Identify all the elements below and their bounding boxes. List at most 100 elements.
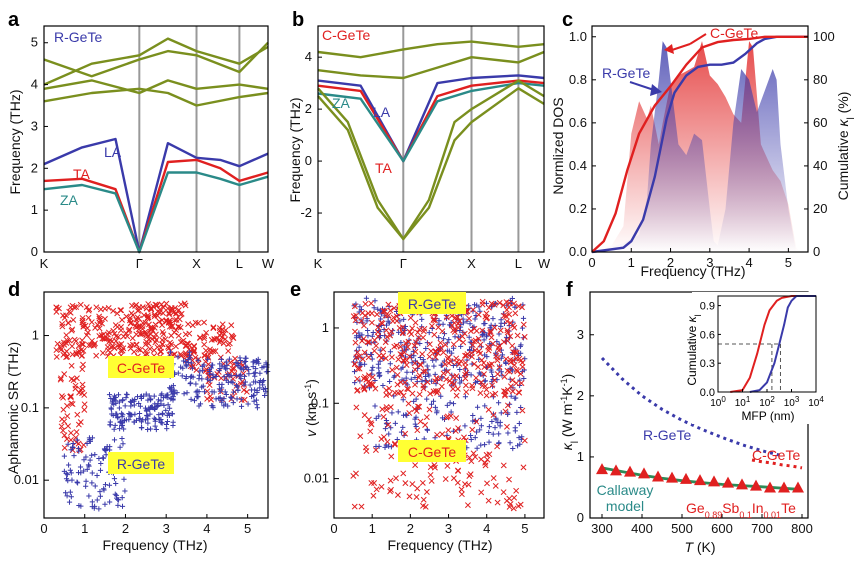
panel-e-point: [403, 357, 410, 364]
panel-d-point: [102, 482, 109, 488]
panel-d-point: [116, 399, 123, 405]
panel-e-point: [352, 379, 358, 386]
panel-d-point: [61, 314, 68, 321]
panel-e-point: [461, 434, 467, 441]
panel-d-point: [204, 388, 211, 395]
panel-d-point: [118, 307, 125, 314]
panel-e-point: [427, 471, 434, 478]
panel-d-point: [207, 378, 213, 384]
panel-d-point: [241, 396, 248, 403]
panel-e-point: [368, 352, 375, 358]
panel-e-point: [439, 415, 446, 421]
panel-e-point: [517, 343, 523, 350]
panel-d-point: [112, 491, 118, 497]
panel-e-point: [497, 423, 503, 429]
panel-e-point: [406, 353, 413, 360]
panel-f-ytick-2: 2: [577, 388, 584, 403]
panel-d-point: [241, 373, 248, 379]
panel-d-point: [71, 453, 77, 459]
panel-d-point: [113, 480, 119, 487]
panel-d-point: [240, 366, 246, 373]
panel-d-point: [110, 412, 116, 419]
panel-e-point: [388, 425, 394, 431]
panel-e-point: [389, 318, 396, 325]
panel-d-point: [128, 310, 135, 317]
panel-e-point: [414, 329, 421, 336]
panel-d-point: [66, 308, 73, 315]
panel-d-point: [223, 391, 229, 398]
panel-e-point: [496, 342, 503, 349]
panel-d-point: [80, 347, 87, 354]
panel-d-point: [180, 358, 187, 364]
panel-e-point: [499, 352, 506, 358]
panel-d-point: [53, 353, 60, 360]
panel-e-point: [435, 324, 442, 331]
panel-d-point: [116, 405, 123, 411]
panel-d-point: [64, 413, 71, 420]
panel-e-point: [483, 451, 490, 458]
panel-e-point: [474, 404, 481, 410]
panel-b-ytick-1: 0: [305, 153, 312, 168]
panel-e-point: [353, 404, 360, 411]
panel-e-point: [444, 463, 451, 469]
panel-e-point: [412, 319, 419, 326]
panel-d-point: [57, 344, 64, 351]
panel-e-point: [378, 319, 385, 326]
panel-e-point: [365, 354, 372, 361]
panel-e-point: [506, 311, 513, 318]
panel-e-point: [464, 502, 471, 509]
panel-b: b -2 0 2 4 K Γ X L W C-GeTe ZA LA TA Frequency (…: [287, 9, 551, 271]
panel-e-point: [475, 311, 482, 318]
panel-c-y2tick-3: 60: [813, 115, 827, 130]
panel-d-point: [152, 321, 159, 328]
panel-e-point: [412, 416, 418, 422]
panel-e-point: [384, 333, 391, 340]
panel-e-point: [361, 361, 368, 367]
panel-e-point: [454, 385, 461, 392]
panel-f-callaway-label-2: model: [606, 498, 644, 514]
panel-d-point: [120, 412, 126, 418]
panel-e-point: [380, 308, 387, 314]
panel-d-point: [235, 384, 241, 390]
panel-d-point: [143, 407, 149, 413]
panel-d-point: [70, 440, 76, 447]
inset-curve-red: [730, 295, 816, 393]
panel-c-rgete-arrowhead: [650, 84, 662, 96]
panel-e-point: [354, 349, 361, 356]
panel-d-point: [159, 337, 166, 343]
panel-e-point: [374, 329, 381, 336]
panel-d-ytick-2: 1: [32, 328, 39, 343]
panel-d-point: [169, 411, 175, 417]
panel-d-point: [200, 383, 206, 389]
panel-e-point: [492, 390, 499, 397]
inset-xtick-4: 104: [808, 395, 824, 410]
panel-d-point: [68, 400, 75, 407]
panel-e-point: [486, 439, 492, 445]
panel-d-point: [216, 381, 222, 388]
panel-e-point: [475, 364, 482, 370]
panel-e-point: [412, 344, 418, 350]
panel-d-point: [213, 396, 219, 402]
panel-d-point: [67, 393, 74, 400]
panel-d-point: [64, 337, 71, 344]
panel-b-title: C-GeTe: [322, 27, 370, 43]
panel-b-la-label: LA: [373, 104, 391, 120]
panel-e-point: [440, 349, 447, 356]
panel-e-point: [383, 392, 390, 398]
panel-e-point: [509, 388, 516, 395]
panel-d-point: [201, 352, 208, 359]
panel-d-point: [107, 499, 113, 505]
panel-a-ytick-1: 1: [31, 202, 38, 217]
panel-d-point: [217, 388, 223, 394]
panel-d-point: [103, 335, 110, 342]
panel-d-point: [70, 377, 77, 384]
panel-e-point: [486, 423, 492, 430]
panel-a-kpoint-4: W: [262, 256, 275, 271]
panel-e-point: [384, 438, 391, 445]
panel-e-point: [401, 349, 408, 356]
panel-e-point: [406, 328, 413, 335]
inset-xtick-exponent: 1: [746, 395, 751, 404]
panel-e-point: [397, 343, 404, 350]
panel-d-point: [73, 351, 80, 358]
panel-e-point: [504, 386, 511, 393]
